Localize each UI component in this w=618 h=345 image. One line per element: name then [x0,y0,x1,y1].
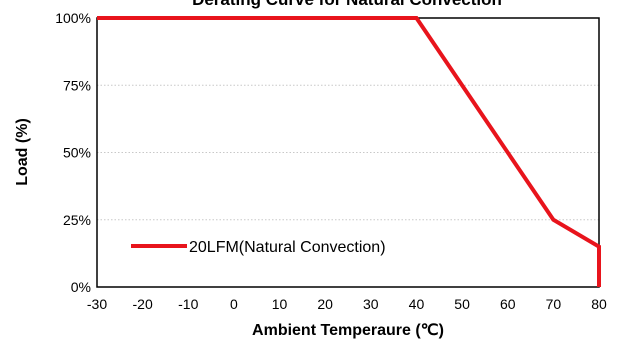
legend: 20LFM(Natural Convection) [131,239,386,256]
x-tick-label: 10 [272,296,288,312]
y-tick-label: 50% [63,145,91,161]
y-tick-label: 75% [63,77,91,93]
y-axis-label: Load (%) [14,118,31,186]
y-tick-label: 0% [71,279,91,295]
x-tick-label: -20 [133,296,153,312]
x-tick-label: 20 [317,296,333,312]
y-axis-ticks: 0% 25% 50% 75% 100% [55,10,91,295]
x-tick-label: 0 [230,296,238,312]
x-tick-label: 30 [363,296,379,312]
series-layer [97,16,601,287]
x-tick-label: -30 [87,296,107,312]
x-tick-label: 40 [409,296,425,312]
y-tick-label: 100% [55,10,91,26]
x-axis-label: Ambient Temperaure (℃) [252,322,444,339]
legend-label: 20LFM(Natural Convection) [189,239,386,256]
x-tick-label: 60 [500,296,516,312]
x-tick-label: 50 [454,296,470,312]
x-tick-label: 70 [546,296,562,312]
x-axis-ticks: -30 -20 -10 0 10 20 30 40 50 60 70 80 [87,296,607,312]
y-tick-label: 25% [63,212,91,228]
chart-title: Derating Curve for Natural Convection [192,0,502,9]
x-tick-label: 80 [591,296,607,312]
x-tick-label: -10 [178,296,198,312]
gridlines [97,84,599,221]
series-line [97,16,601,287]
